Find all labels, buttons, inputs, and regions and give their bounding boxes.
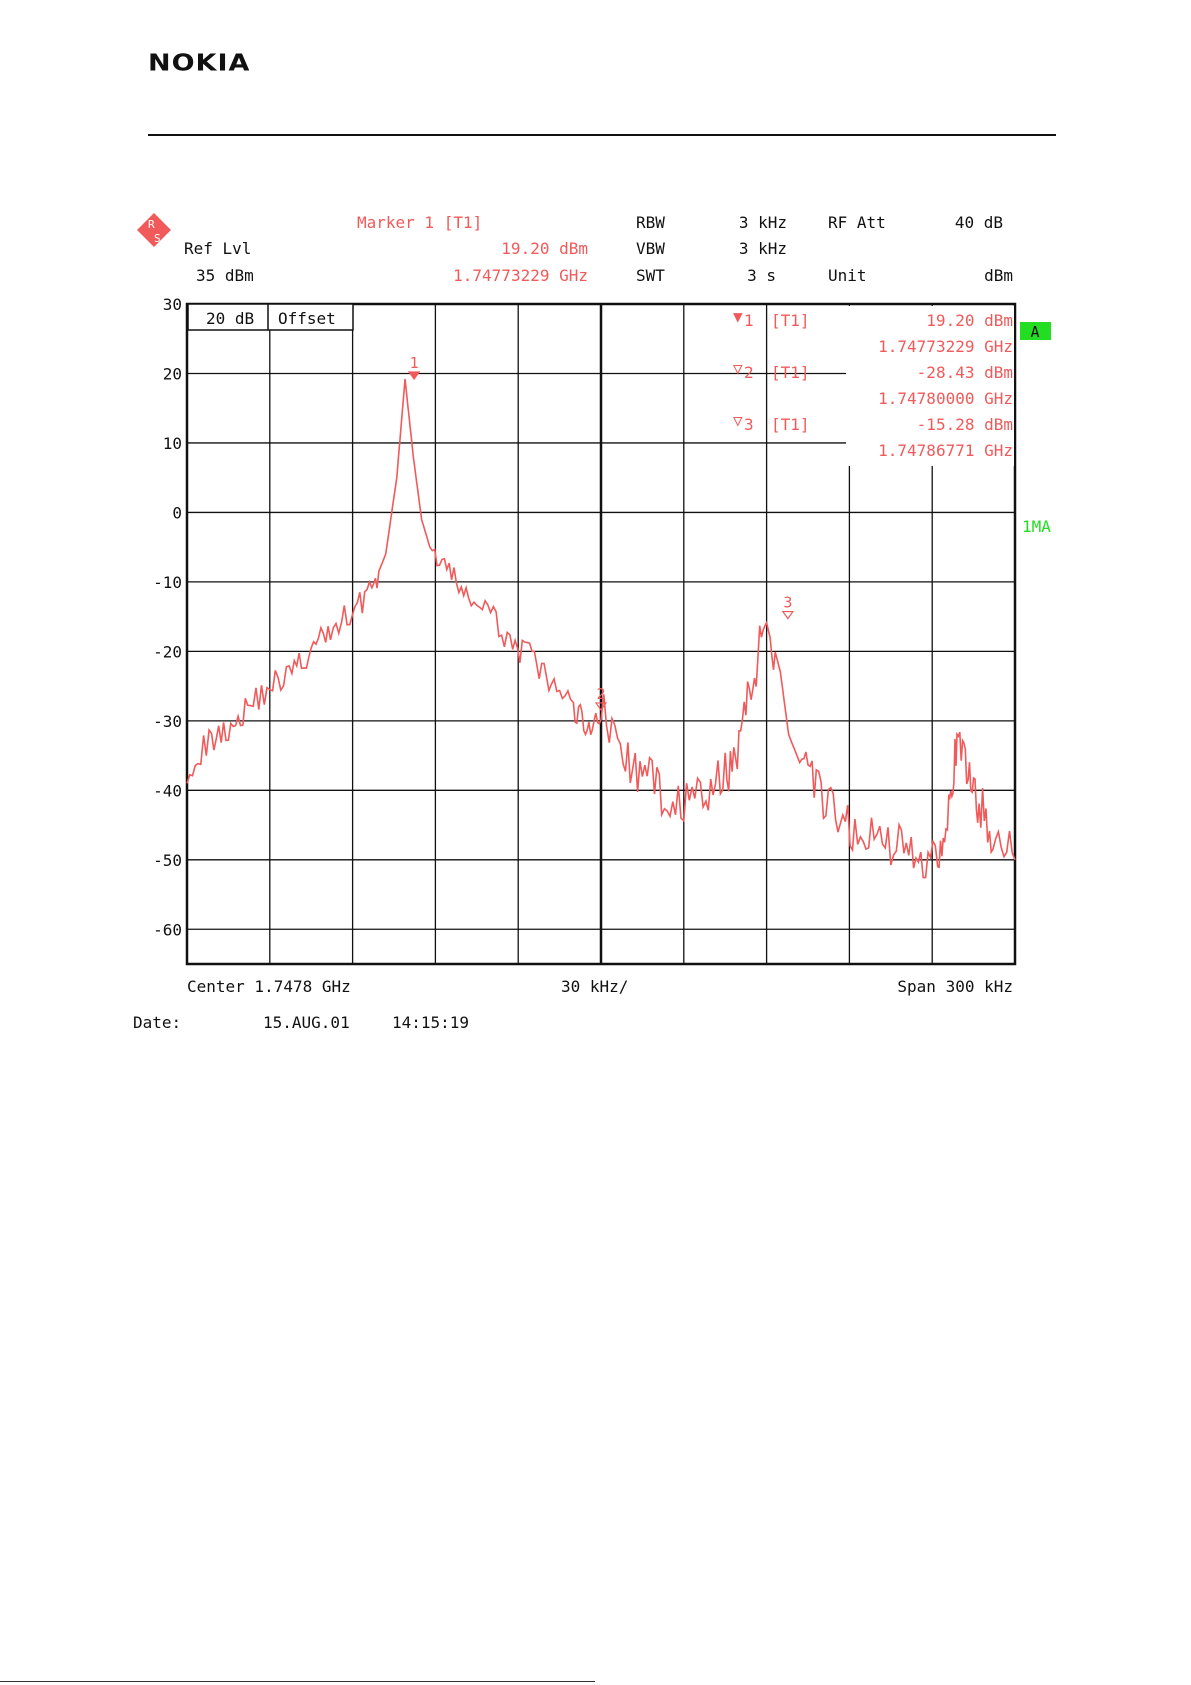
marker-freq: 1.74773229 GHz (453, 266, 588, 285)
center-freq: Center 1.7478 GHz (187, 977, 351, 996)
nokia-logo: NOKIA (148, 50, 251, 77)
marker-1-trace: [T1] (771, 311, 810, 330)
span: Span 300 kHz (897, 977, 1013, 996)
y-tick-label: -20 (153, 642, 182, 661)
svg-text:S: S (154, 232, 161, 245)
trace-a-badge (1020, 322, 1051, 340)
header-rule (148, 134, 1056, 136)
marker-2-freq: 1.74780000 GHz (878, 389, 1013, 408)
date-value: 15.AUG.01 (263, 1013, 350, 1032)
y-tick-label: -50 (153, 851, 182, 870)
marker-1-tag: 1 (410, 354, 419, 372)
y-tick-label: 0 (172, 503, 182, 522)
vbw-value: 3 kHz (739, 239, 787, 258)
time-value: 14:15:19 (392, 1013, 469, 1032)
marker-level: 19.20 dBm (501, 239, 588, 258)
swt-value: 3 s (747, 266, 776, 285)
y-tick-label: -60 (153, 920, 182, 939)
marker-1-id: 1 (744, 311, 754, 330)
marker-table: ▼ 1 [T1] 19.20 dBm 1.74773229 GHz ▽ 2 [T… (733, 306, 1014, 466)
offset-value: 20 dB (206, 309, 254, 328)
marker-1-freq: 1.74773229 GHz (878, 337, 1013, 356)
rs-logo-icon: R S (137, 213, 171, 247)
rf-att-value: 40 dB (955, 213, 1003, 232)
y-tick-label: -10 (153, 573, 182, 592)
marker-title: Marker 1 [T1] (357, 213, 482, 232)
marker-2-symbol: ▽ (733, 359, 743, 378)
rf-att-label: RF Att (828, 213, 886, 232)
marker-2-level: -28.43 dBm (917, 363, 1013, 382)
y-tick-label: 20 (163, 364, 182, 383)
y-tick-label: -30 (153, 712, 182, 731)
marker-2-tag: 2 (596, 685, 605, 703)
ref-lvl-label: Ref Lvl (184, 239, 251, 258)
y-tick-labels: 30 20 10 0 -10 -20 -30 -40 -50 -60 (153, 295, 182, 939)
trace-line (186, 378, 1016, 879)
y-tick-label: 30 (163, 295, 182, 314)
rbw-label: RBW (636, 213, 665, 232)
per-div: 30 kHz/ (561, 977, 628, 996)
marker-3-tag: 3 (783, 594, 792, 612)
y-tick-label: -40 (153, 781, 182, 800)
marker-3-freq: 1.74786771 GHz (878, 441, 1013, 460)
marker-2-id: 2 (744, 363, 754, 382)
marker-3-level: -15.28 dBm (917, 415, 1013, 434)
swt-label: SWT (636, 266, 665, 285)
offset-box (187, 303, 354, 331)
marker-3-symbol: ▽ (733, 411, 743, 430)
marker-2-triangle (594, 702, 608, 711)
marker-3-trace: [T1] (771, 415, 810, 434)
unit-value: dBm (984, 266, 1013, 285)
trace-markers: 1 2 3 (407, 354, 795, 711)
marker-3-id: 3 (744, 415, 754, 434)
offset-label: Offset (278, 309, 336, 328)
marker-3-triangle (781, 610, 795, 620)
trace-a-label: A (1030, 323, 1039, 341)
marker-2-trace: [T1] (771, 363, 810, 382)
marker-1-symbol: ▼ (733, 307, 743, 326)
y-tick-label: 10 (163, 434, 182, 453)
unit-label: Unit (828, 266, 867, 285)
mode-label: 1MA (1022, 517, 1051, 536)
marker-1-triangle (407, 371, 421, 381)
date-label: Date: (133, 1013, 181, 1032)
footer-rule (0, 1681, 595, 1682)
ref-lvl-value: 35 dBm (196, 266, 254, 285)
vbw-label: VBW (636, 239, 665, 258)
rbw-value: 3 kHz (739, 213, 787, 232)
marker-1-level: 19.20 dBm (926, 311, 1013, 330)
svg-text:R: R (148, 218, 155, 231)
